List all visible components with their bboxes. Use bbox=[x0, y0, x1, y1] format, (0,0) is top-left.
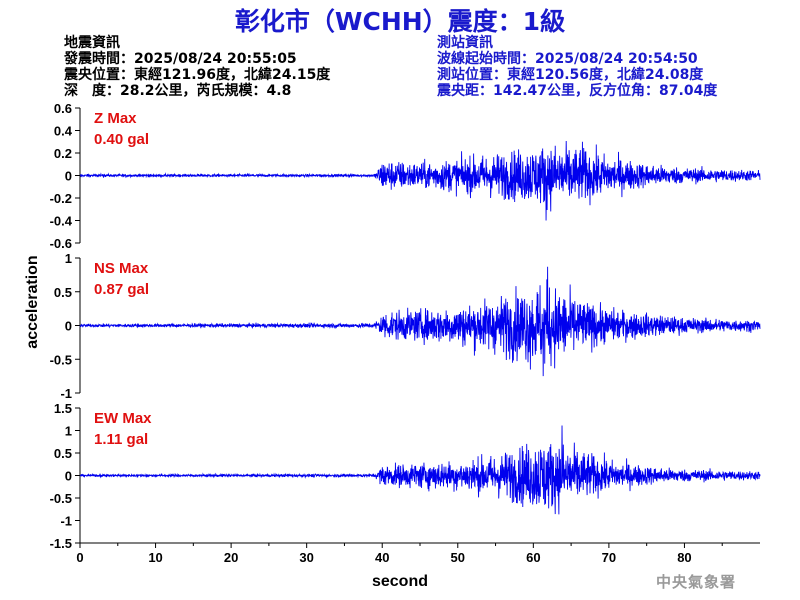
waveform-Z bbox=[79, 140, 761, 221]
station-info-header: 測站資訊 bbox=[437, 35, 493, 51]
x-axis-label: second bbox=[372, 573, 428, 590]
y-tick-label: -0.5 bbox=[50, 352, 72, 367]
y-tick-label: 1 bbox=[65, 424, 72, 439]
y-tick-label: -0.5 bbox=[50, 491, 72, 506]
y-tick-label: -0.4 bbox=[50, 214, 73, 229]
x-tick-label: 20 bbox=[224, 550, 238, 565]
max-value-Z: 0.40 gal bbox=[94, 131, 149, 148]
x-tick-label: 40 bbox=[375, 550, 389, 565]
event-info-header: 地震資訊 bbox=[64, 35, 120, 51]
y-tick-label: 1.5 bbox=[54, 401, 72, 416]
station-info: 測站資訊 波線起始時間：2025/08/24 20:54:50 測站位置：東經1… bbox=[437, 35, 717, 99]
y-tick-label: 0.4 bbox=[54, 124, 73, 139]
y-tick-label: -0.2 bbox=[50, 191, 72, 206]
y-tick-label: 0 bbox=[65, 169, 72, 184]
y-tick-label: 1 bbox=[65, 251, 72, 266]
max-label-Z: Z Max bbox=[94, 110, 137, 127]
y-tick-label: 0.2 bbox=[54, 146, 72, 161]
waveform-EW bbox=[79, 425, 761, 515]
depth-magnitude: 深 度：28.2公里，芮氏規模：4.8 bbox=[64, 83, 292, 99]
y-tick-label: 0 bbox=[65, 319, 72, 334]
epicenter: 震央位置：東經121.96度，北緯24.15度 bbox=[64, 67, 331, 83]
y-tick-label: -1 bbox=[60, 386, 72, 401]
x-tick-label: 60 bbox=[526, 550, 540, 565]
waveform-NS bbox=[79, 266, 761, 377]
y-tick-label: 0 bbox=[65, 469, 72, 484]
max-label-EW: EW Max bbox=[94, 410, 152, 427]
y-tick-label: 0.5 bbox=[54, 285, 72, 300]
x-tick-label: 10 bbox=[148, 550, 162, 565]
y-tick-label: 0.6 bbox=[54, 101, 72, 116]
station-location: 測站位置：東經120.56度，北緯24.08度 bbox=[437, 67, 704, 83]
x-tick-label: 30 bbox=[299, 550, 313, 565]
y-tick-label: -1 bbox=[60, 514, 72, 529]
y-tick-label: 0.5 bbox=[54, 446, 72, 461]
agency-logo-text: 中央氣象署 bbox=[656, 573, 737, 591]
wave-start-time: 波線起始時間：2025/08/24 20:54:50 bbox=[437, 51, 698, 67]
max-label-NS: NS Max bbox=[94, 260, 149, 277]
x-tick-label: 50 bbox=[451, 550, 465, 565]
page-title: 彰化市（WCHH）震度：1級 bbox=[234, 7, 566, 36]
distance-azimuth: 震央距：142.47公里，反方位角：87.04度 bbox=[437, 83, 718, 99]
x-tick-label: 70 bbox=[602, 550, 616, 565]
max-value-NS: 0.87 gal bbox=[94, 281, 149, 298]
x-tick-label: 0 bbox=[76, 550, 83, 565]
origin-time: 發震時間：2025/08/24 20:55:05 bbox=[64, 51, 297, 67]
max-value-EW: 1.11 gal bbox=[94, 431, 148, 448]
y-tick-label: -1.5 bbox=[50, 536, 72, 551]
y-axis-label: acceleration bbox=[24, 255, 41, 348]
y-tick-label: -0.6 bbox=[50, 236, 72, 251]
event-info: 地震資訊 發震時間：2025/08/24 20:55:05 震央位置：東經121… bbox=[64, 35, 330, 99]
x-tick-label: 80 bbox=[677, 550, 691, 565]
